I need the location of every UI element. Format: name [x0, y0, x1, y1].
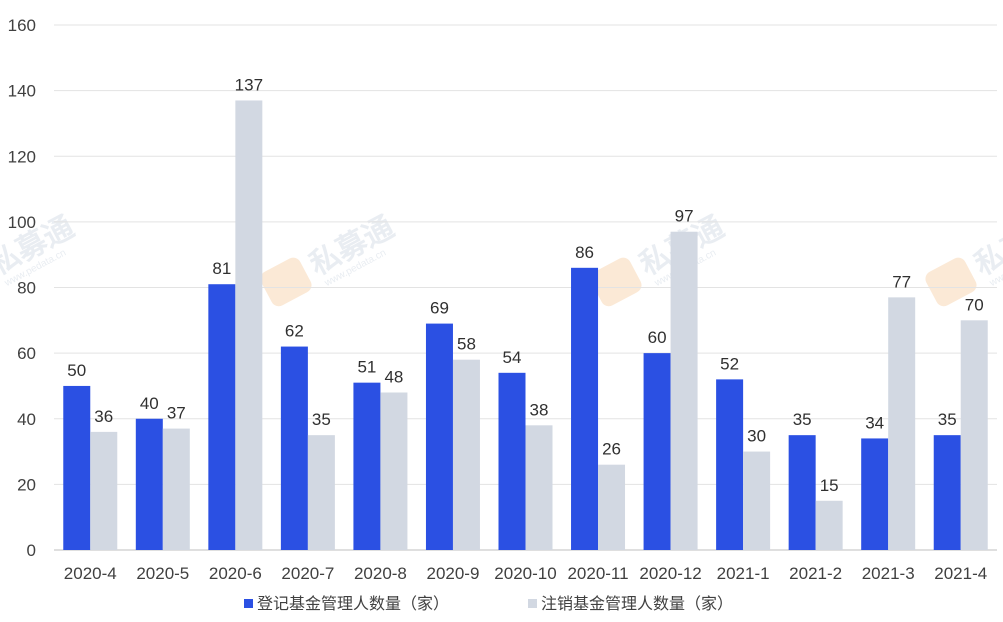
data-label: 26 [602, 440, 621, 459]
bar-series-1 [716, 379, 744, 550]
y-tick-label: 140 [8, 82, 36, 101]
bar-series-2 [235, 100, 263, 550]
bar-series-2 [90, 431, 118, 550]
bar-series-1 [208, 284, 236, 550]
bar-series-2 [307, 435, 335, 550]
bar-series-2 [815, 500, 843, 550]
bar-series-2 [598, 464, 626, 550]
data-label: 86 [575, 243, 594, 262]
x-tick-label: 2020-5 [136, 564, 189, 583]
data-label: 69 [430, 299, 449, 318]
x-tick-label: 2021-4 [934, 564, 987, 583]
bar-series-2 [888, 297, 916, 550]
data-label: 137 [235, 75, 263, 94]
data-label: 35 [938, 410, 957, 429]
data-label: 35 [793, 410, 812, 429]
data-label: 30 [747, 427, 766, 446]
y-tick-label: 120 [8, 147, 36, 166]
bar-series-1 [643, 353, 671, 550]
data-labels: 50 36 40 37 81 137 62 35 51 48 69 58 54 38 86 26 60 97 52 3… [67, 75, 983, 494]
x-tick-label: 2020-8 [354, 564, 407, 583]
watermark-text: 私募通 [969, 211, 1003, 282]
data-label: 38 [530, 400, 549, 419]
data-label: 50 [67, 361, 86, 380]
data-label: 37 [167, 404, 186, 423]
x-axis: 2020-4 2020-5 2020-6 2020-7 2020-8 2020-9 2020… [64, 564, 987, 583]
bar-series-1 [353, 382, 381, 550]
x-tick-label: 2020-10 [494, 564, 556, 583]
legend-swatch [528, 599, 537, 608]
data-label: 70 [965, 295, 984, 314]
data-label: 51 [357, 358, 376, 377]
data-label: 58 [457, 335, 476, 354]
legend-swatch [244, 599, 253, 608]
y-tick-label: 20 [17, 475, 36, 494]
data-label: 62 [285, 322, 304, 341]
y-tick-label: 80 [17, 279, 36, 298]
bar-series-1 [498, 372, 526, 550]
bar-series-2 [452, 359, 480, 550]
bar-series-2 [525, 425, 553, 550]
bar-series-1 [63, 385, 91, 550]
data-label: 40 [140, 394, 159, 413]
bar-series-1 [571, 267, 599, 550]
x-tick-label: 2021-2 [789, 564, 842, 583]
bar-series-2 [380, 392, 408, 550]
y-axis: 0 20 40 60 80 100 120 140 160 [8, 16, 36, 560]
watermark-logo [260, 257, 312, 307]
y-tick-label: 40 [17, 410, 36, 429]
watermark-logo [925, 257, 977, 307]
legend: 登记基金管理人数量（家） 注销基金管理人数量（家） [244, 595, 733, 613]
x-tick-label: 2020-12 [639, 564, 701, 583]
x-tick-label: 2020-4 [64, 564, 117, 583]
legend-label: 注销基金管理人数量（家） [541, 595, 733, 613]
legend-label: 登记基金管理人数量（家） [257, 595, 449, 613]
bar-series-2 [670, 231, 698, 550]
data-label: 15 [820, 476, 839, 495]
bar-series-1 [425, 323, 453, 550]
data-label: 48 [384, 368, 403, 387]
bars [63, 100, 988, 550]
x-tick-label: 2021-3 [862, 564, 915, 583]
x-tick-label: 2020-7 [281, 564, 334, 583]
bar-series-1 [280, 346, 308, 550]
bar-series-2 [162, 428, 190, 550]
bar-series-1 [933, 435, 961, 550]
watermark-logo [590, 257, 642, 307]
bar-series-1 [135, 418, 163, 550]
bar-series-1 [788, 435, 816, 550]
data-label: 52 [720, 354, 739, 373]
data-label: 35 [312, 410, 331, 429]
data-label: 36 [94, 407, 113, 426]
y-tick-label: 160 [8, 16, 36, 35]
data-label: 60 [648, 328, 667, 347]
y-tick-label: 0 [27, 541, 36, 560]
x-tick-label: 2020-6 [209, 564, 262, 583]
bar-series-2 [743, 451, 771, 550]
bar-series-1 [861, 438, 889, 550]
data-label: 81 [212, 259, 231, 278]
y-tick-label: 100 [8, 213, 36, 232]
y-tick-label: 60 [17, 344, 36, 363]
data-label: 77 [892, 272, 911, 291]
bar-series-2 [960, 320, 988, 550]
x-tick-label: 2021-1 [717, 564, 770, 583]
x-tick-label: 2020-9 [426, 564, 479, 583]
data-label: 54 [503, 348, 522, 367]
data-label: 34 [865, 413, 884, 432]
data-label: 97 [675, 207, 694, 226]
x-tick-label: 2020-11 [567, 564, 628, 583]
